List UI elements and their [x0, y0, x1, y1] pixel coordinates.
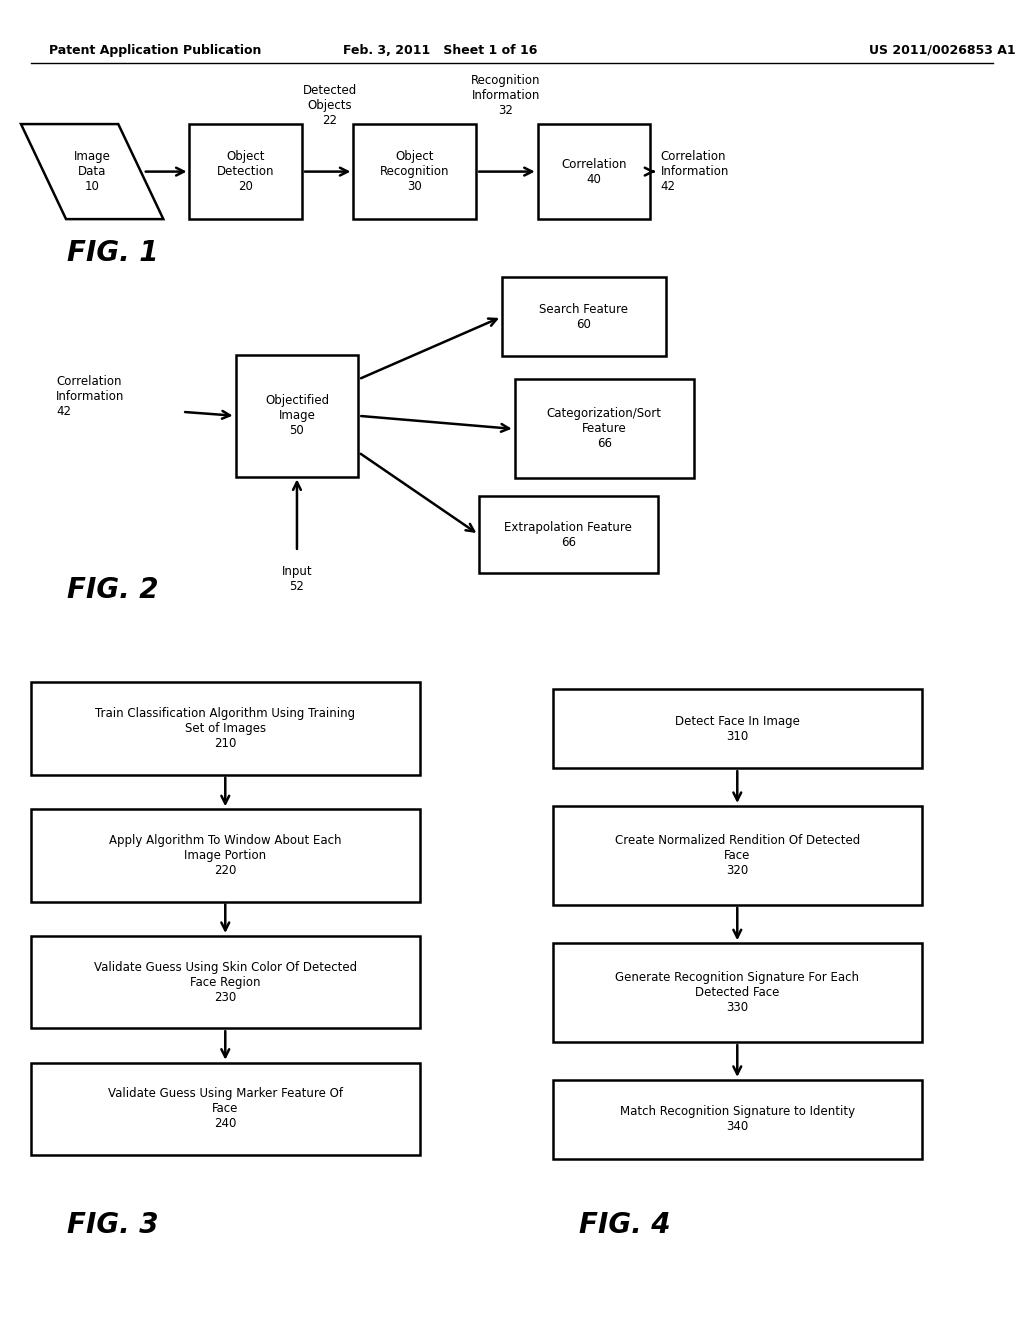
Text: FIG. 4: FIG. 4: [579, 1210, 670, 1239]
Bar: [538, 124, 650, 219]
Text: Input
52: Input 52: [282, 565, 312, 593]
Text: Apply Algorithm To Window About Each
Image Portion
220: Apply Algorithm To Window About Each Ima…: [109, 834, 342, 876]
Bar: [236, 355, 358, 477]
Text: Train Classification Algorithm Using Training
Set of Images
210: Train Classification Algorithm Using Tra…: [95, 708, 355, 750]
Bar: [553, 1080, 922, 1159]
Bar: [502, 277, 666, 356]
Bar: [553, 942, 922, 1043]
Text: Search Feature
60: Search Feature 60: [540, 302, 628, 331]
Text: FIG. 1: FIG. 1: [67, 239, 158, 268]
Text: Object
Detection
20: Object Detection 20: [217, 150, 274, 193]
Text: Recognition
Information
32: Recognition Information 32: [471, 74, 541, 117]
Text: Create Normalized Rendition Of Detected
Face
320: Create Normalized Rendition Of Detected …: [614, 834, 860, 876]
Text: Match Recognition Signature to Identity
340: Match Recognition Signature to Identity …: [620, 1105, 855, 1134]
Bar: [553, 805, 922, 906]
Bar: [479, 496, 658, 573]
Bar: [31, 1063, 420, 1155]
Bar: [31, 809, 420, 902]
Bar: [553, 689, 922, 768]
Text: FIG. 2: FIG. 2: [67, 576, 158, 605]
Text: US 2011/0026853 A1: US 2011/0026853 A1: [868, 44, 1016, 57]
Bar: [514, 380, 694, 478]
Text: Generate Recognition Signature For Each
Detected Face
330: Generate Recognition Signature For Each …: [615, 972, 859, 1014]
Text: Patent Application Publication: Patent Application Publication: [49, 44, 261, 57]
Text: Correlation
Information
42: Correlation Information 42: [56, 375, 125, 417]
Text: Object
Recognition
30: Object Recognition 30: [380, 150, 450, 193]
Text: Validate Guess Using Skin Color Of Detected
Face Region
230: Validate Guess Using Skin Color Of Detec…: [94, 961, 356, 1003]
Text: Extrapolation Feature
66: Extrapolation Feature 66: [505, 520, 632, 549]
Text: Correlation
40: Correlation 40: [561, 157, 627, 186]
Text: Correlation
Information
42: Correlation Information 42: [660, 150, 729, 193]
Text: Objectified
Image
50: Objectified Image 50: [265, 395, 329, 437]
Text: Image
Data
10: Image Data 10: [74, 150, 111, 193]
Text: FIG. 3: FIG. 3: [67, 1210, 158, 1239]
Polygon shape: [20, 124, 164, 219]
Text: Categorization/Sort
Feature
66: Categorization/Sort Feature 66: [547, 408, 662, 450]
Bar: [353, 124, 476, 219]
Bar: [31, 682, 420, 775]
Text: Validate Guess Using Marker Feature Of
Face
240: Validate Guess Using Marker Feature Of F…: [108, 1088, 343, 1130]
Text: Detect Face In Image
310: Detect Face In Image 310: [675, 714, 800, 743]
Bar: [189, 124, 302, 219]
Text: Feb. 3, 2011   Sheet 1 of 16: Feb. 3, 2011 Sheet 1 of 16: [343, 44, 538, 57]
Text: Detected
Objects
22: Detected Objects 22: [303, 84, 356, 128]
Bar: [31, 936, 420, 1028]
